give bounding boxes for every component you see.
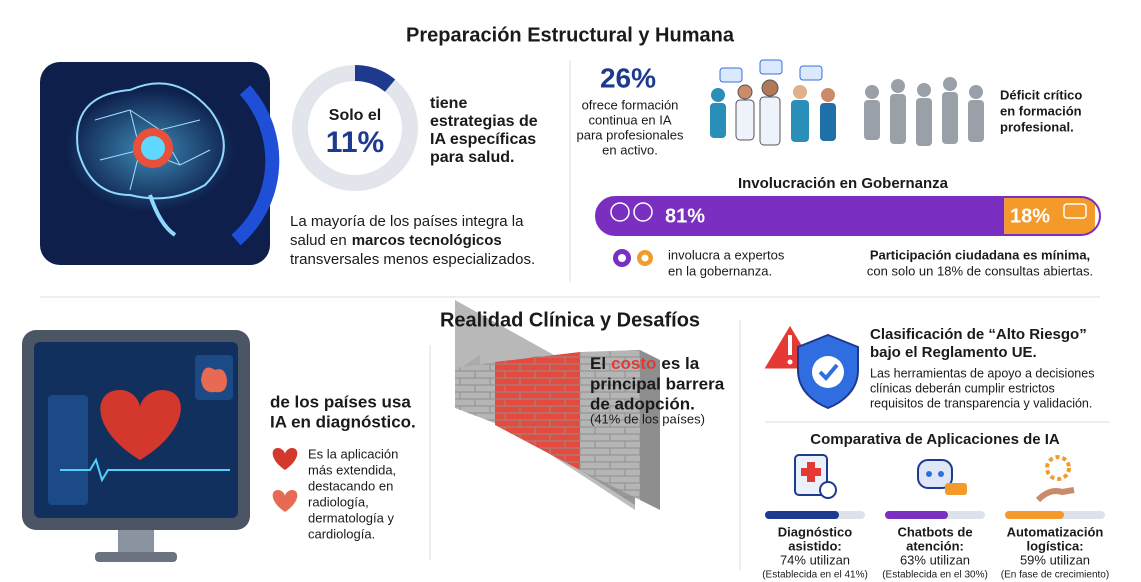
training-percent: 26%: [600, 62, 656, 93]
application-name: atención:: [906, 538, 964, 553]
deficit-text: en formación: [1000, 103, 1082, 118]
application-name: Diagnóstico: [778, 524, 852, 539]
application-note: (Establecida en el 30%): [882, 570, 988, 581]
diagnosis-text: Es la aplicación: [308, 446, 398, 461]
experts-segment: [596, 197, 1005, 235]
integration-text: La mayoría de los países integra la: [290, 213, 524, 230]
risk-text: clínicas deberán cumplir estrictos: [870, 381, 1055, 395]
application-note: (Establecida en el 41%): [762, 570, 868, 581]
experts-text: en la gobernanza.: [668, 263, 772, 278]
cost-heading: de adopción.: [590, 394, 695, 413]
usage-label: 59% utilizan: [1020, 552, 1090, 567]
risk-text: Las herramientas de apoyo a decisiones: [870, 366, 1094, 380]
application-name: Chatbots de: [897, 524, 972, 539]
experts-text: involucra a expertos: [668, 247, 785, 262]
citizens-text: con solo un 18% de consultas abiertas.: [867, 263, 1093, 278]
diagnosis-text: más extendida,: [308, 462, 396, 477]
governance-title: Involucración en Gobernanza: [738, 175, 949, 192]
monitor-illustration: [22, 330, 250, 562]
donut-prefix: Solo el: [329, 107, 381, 124]
integration-text-part: salud en: [290, 232, 347, 249]
cost-note: (41% de los países): [590, 411, 705, 426]
training-text: ofrece formación: [582, 97, 679, 112]
expert-icons: [610, 202, 1087, 267]
cost-heading-part: es la: [661, 354, 699, 373]
diagnosis-text: dermatología y: [308, 510, 394, 525]
application-name: asistido:: [788, 538, 841, 553]
experts-label: 81%: [665, 205, 705, 227]
section-title: Preparación Estructural y Humana: [406, 24, 735, 46]
usage-label: 74% utilizan: [780, 552, 850, 567]
donut-arc: [292, 65, 418, 191]
usage-bar: [885, 511, 948, 519]
usage-bar: [1005, 511, 1064, 519]
professionals-illustration: [710, 59, 836, 146]
integration-text-part: marcos tecnológicos: [352, 232, 502, 249]
integration-text: transversales menos especializados.: [290, 251, 535, 268]
donut-label: 11%: [326, 126, 384, 159]
risk-title: bajo el Reglamento UE.: [870, 344, 1037, 361]
diagnosis-heading: IA en diagnóstico.: [270, 412, 416, 431]
deficit-text: profesional.: [1000, 119, 1074, 134]
risk-illustration: [759, 320, 859, 410]
risk-text: requisitos de transparencia y validación…: [870, 396, 1092, 410]
training-text: continua en IA: [588, 112, 671, 127]
strategy-text: para salud.: [430, 149, 514, 166]
governance-frame: [595, 196, 1101, 236]
app-icons: [794, 454, 1075, 503]
applications-title: Comparativa de Aplicaciones de IA: [810, 431, 1060, 448]
cost-heading: principal barrera: [590, 374, 725, 393]
crowd-illustration: [864, 77, 984, 146]
deficit-text: Déficit crítico: [1000, 87, 1082, 102]
usage-label: 63% utilizan: [900, 552, 970, 567]
cost-heading-part: El: [590, 354, 606, 373]
wall-illustration: [455, 300, 660, 510]
strategy-text: tiene: [430, 95, 467, 112]
application-name: logística:: [1026, 538, 1083, 553]
diagnosis-text: radiología,: [308, 494, 369, 509]
application-name: Automatización: [1007, 524, 1104, 539]
risk-title: Clasificación de “Alto Riesgo”: [870, 326, 1087, 343]
training-text: para profesionales: [577, 127, 684, 142]
citizens-text: Participación ciudadana es mínima,: [870, 247, 1090, 262]
diagnosis-heading: de los países usa: [270, 392, 411, 411]
integration-text: salud en marcos tecnológicos: [290, 232, 502, 249]
cost-heading-part: costo: [611, 354, 656, 373]
strategy-text: estrategias de: [430, 113, 538, 130]
section-title: Realidad Clínica y Desafíos: [440, 309, 700, 331]
usage-bar: [765, 511, 839, 519]
heart-icons: [272, 448, 298, 512]
diagnosis-text: destacando en: [308, 478, 393, 493]
cost-heading: El costo es la: [590, 354, 700, 373]
training-text: en activo.: [602, 142, 658, 157]
strategy-text: IA específicas: [430, 131, 536, 148]
application-note: (En fase de crecimiento): [1001, 570, 1109, 581]
brain-illustration: [40, 62, 280, 265]
citizens-label: 18%: [1010, 205, 1050, 227]
diagnosis-text: cardiología.: [308, 526, 375, 541]
